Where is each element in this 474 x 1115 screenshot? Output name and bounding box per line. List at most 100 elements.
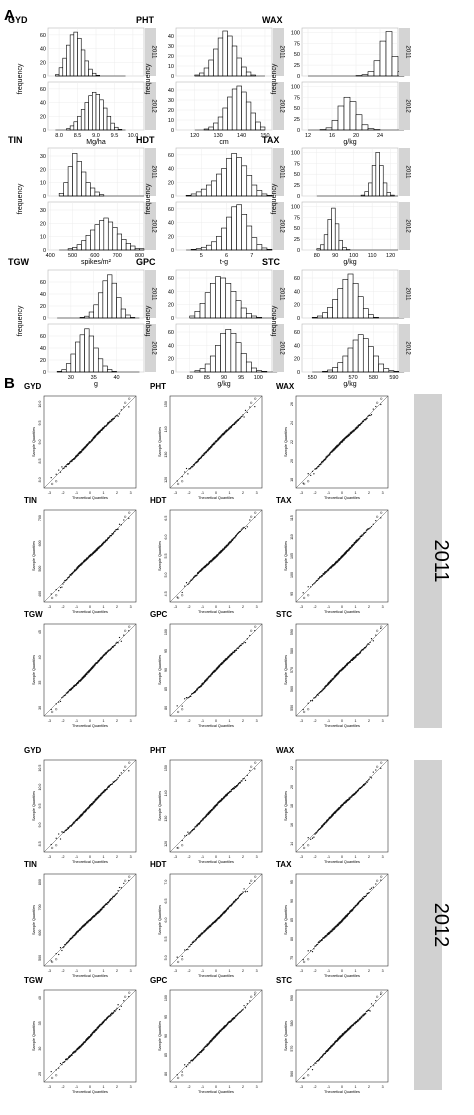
y-tick-label: 40 [168, 34, 174, 40]
y-tick-label: 40 [168, 221, 174, 227]
y-tick-label: 10.0 [38, 784, 42, 791]
qq-outlier-point [380, 991, 383, 994]
y-tick-label: 35 [38, 681, 42, 685]
hist-bar [368, 182, 373, 197]
qq-outlier-point [303, 1076, 306, 1080]
trait-title: TAX [276, 860, 292, 869]
x-tick-label: -3 [300, 491, 303, 495]
x-tick-label: 90 [221, 375, 227, 381]
y-tick-label: 5.5 [164, 554, 168, 559]
hist-bar [112, 227, 118, 251]
x-tick-label: 1 [355, 719, 357, 723]
qq-outlier-point [51, 846, 54, 850]
y-tick-label: 10 [40, 235, 46, 241]
y-tick-label: 22 [290, 440, 294, 444]
qq-2012-tin: TIN -3 -2 -1 0 1 2 3 500 600 700 800 Theoretical Qua… [24, 860, 137, 978]
y-axis-label: Sample Quantiles [158, 1021, 162, 1051]
y-tick-label: 40 [40, 292, 46, 298]
qq-2012-wax: WAX -3 -2 -1 0 1 2 3 14 16 18 20 22 Theoretical Quant… [276, 746, 389, 864]
qq-outlier-point [177, 482, 180, 486]
x-tick-label: -3 [48, 491, 51, 495]
x-tick-label: 16 [329, 133, 335, 139]
hist-bar [92, 72, 97, 77]
y-tick-label: 90 [290, 899, 294, 903]
y-tick-label: 9.0 [38, 440, 42, 445]
x-tick-label: -3 [48, 605, 51, 609]
x-tick-label: 1 [355, 605, 357, 609]
x-tick-label: 550 [308, 375, 317, 381]
year-strip [145, 270, 156, 318]
hist-bar [382, 182, 388, 197]
y-tick-label: 20 [40, 221, 46, 227]
hist-bar [107, 221, 114, 251]
year-strip-label: 2011 [279, 46, 285, 60]
x-tick-label: 80 [314, 253, 320, 259]
qq-outlier-point [380, 511, 383, 514]
trait-title: WAX [262, 15, 283, 25]
x-tick-label: 3 [256, 1085, 258, 1089]
x-axis-label: g/kg [217, 381, 230, 388]
hist-bar [81, 240, 87, 251]
x-tick-label: -2 [61, 855, 64, 859]
hist-bar [225, 329, 232, 373]
y-tick-label: 6.0 [164, 918, 168, 923]
y-tick-label: 20 [168, 54, 174, 60]
year-strip [273, 324, 284, 372]
qq-outlier-point [124, 401, 127, 404]
hist-bar [220, 277, 227, 319]
x-tick-label: 100 [254, 375, 263, 381]
hist-bar [236, 157, 242, 197]
year-strip-label: 2012 [151, 341, 157, 355]
trait-title: HDT [136, 135, 155, 145]
qq-outlier-point [55, 594, 58, 597]
hist-bar [69, 125, 75, 131]
x-tick-label: 2 [368, 969, 370, 973]
hist-bar [385, 31, 393, 77]
y-tick-label: 25 [294, 237, 300, 243]
year-strip-label: 2011 [151, 166, 157, 180]
y-tick-label: 4.5 [164, 591, 168, 596]
y-tick-label: 100 [291, 150, 300, 156]
x-axis-label: g/kg [343, 139, 356, 146]
hist-bar [73, 121, 78, 131]
qq-outlier-point [51, 482, 54, 486]
x-tick-label: 8.5 [74, 133, 82, 139]
year-strip-label: 2011 [279, 288, 285, 302]
y-tick-label: 85 [164, 1053, 168, 1057]
hist-bar [357, 334, 364, 373]
hist-bar [240, 353, 247, 373]
x-tick-label: 0 [215, 855, 217, 859]
qq-outlier-point [250, 629, 253, 632]
hist-bar [114, 126, 119, 131]
x-tick-label: -2 [187, 491, 190, 495]
hist-bar [375, 152, 380, 197]
qq-points [176, 629, 256, 707]
year-strip [273, 202, 284, 250]
qq-points [50, 769, 130, 846]
y-tick-label: 600 [38, 930, 42, 936]
trait-title: STC [276, 976, 292, 985]
qq-outlier-point [380, 397, 383, 400]
y-tick-label: 35 [38, 1021, 42, 1025]
y-tick-label: 100 [291, 84, 300, 90]
hist-bar [343, 96, 351, 131]
trait-title: WAX [276, 382, 295, 391]
x-tick-label: 40 [114, 375, 120, 381]
x-tick-label: -3 [300, 719, 303, 723]
x-tick-label: 20 [353, 133, 359, 139]
hist-bar [95, 94, 100, 131]
x-axis-label: t-g [220, 259, 228, 266]
hist-bar [90, 229, 96, 251]
x-tick-label: -3 [300, 1085, 303, 1089]
qq-outlier-point [307, 1074, 310, 1077]
x-axis-label: cm [219, 139, 229, 146]
x-tick-label: 0 [89, 855, 91, 859]
x-tick-label: 800 [135, 253, 144, 259]
x-tick-label: -2 [187, 969, 190, 973]
hist-bar [116, 233, 122, 251]
hist-bar [362, 338, 369, 373]
hist-bar [352, 339, 359, 373]
x-tick-label: 3 [382, 855, 384, 859]
hist-bar [368, 346, 374, 373]
y-tick-label: 500 [38, 566, 42, 572]
